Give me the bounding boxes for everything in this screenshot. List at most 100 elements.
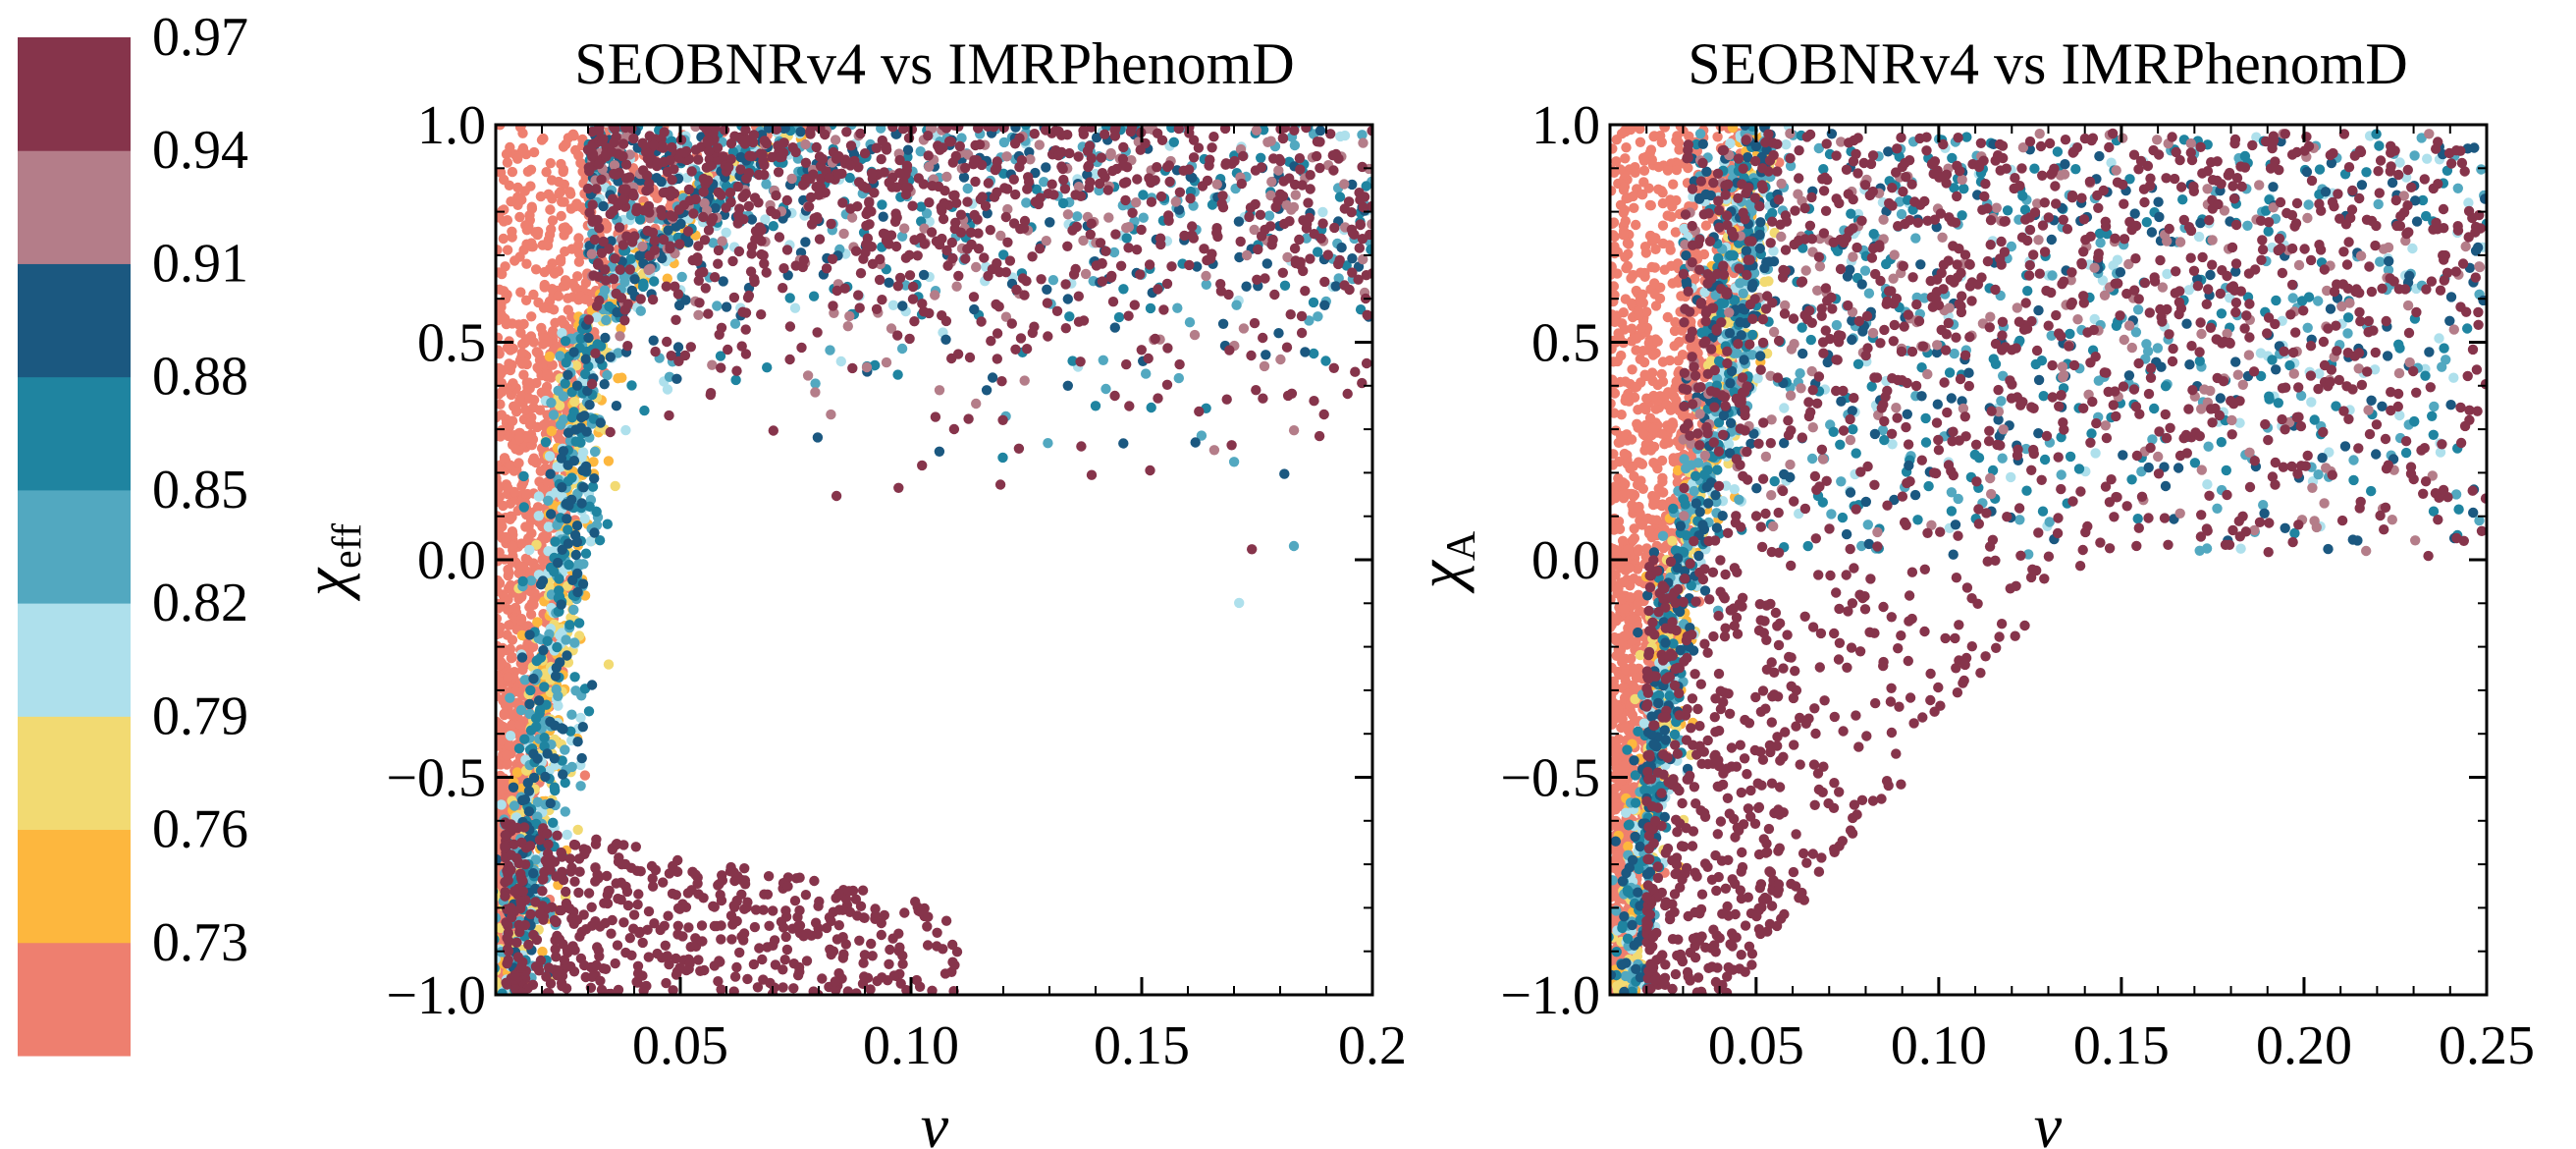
- scatter-point: [973, 244, 985, 254]
- scatter-point: [649, 276, 660, 287]
- scatter-point: [719, 125, 730, 136]
- scatter-point: [528, 641, 539, 652]
- y-tick-label: −1.0: [386, 965, 486, 1026]
- scatter-point: [1174, 187, 1186, 197]
- scatter-point: [699, 235, 711, 246]
- scatter-point: [667, 175, 677, 186]
- scatter-point: [533, 695, 545, 706]
- scatter-point: [1249, 317, 1261, 329]
- scatter-point: [521, 225, 532, 236]
- scatter-point: [619, 315, 630, 326]
- scatter-point: [757, 149, 768, 160]
- scatter-point: [632, 899, 643, 910]
- scatter-point: [569, 201, 581, 212]
- scatter-point: [845, 160, 856, 171]
- scatter-point: [594, 535, 606, 546]
- scatter-point: [591, 312, 602, 323]
- scatter-point: [537, 946, 548, 958]
- scatter-point: [643, 952, 654, 962]
- colorbar-segment: [18, 37, 131, 151]
- scatter-point: [703, 145, 715, 156]
- scatter-point: [572, 586, 583, 598]
- scatter-point: [641, 170, 653, 181]
- scatter-point: [579, 514, 590, 524]
- scatter-point: [587, 214, 599, 225]
- scatter-point: [731, 915, 742, 927]
- scatter-point: [535, 191, 547, 202]
- scatter-point: [1269, 289, 1280, 301]
- scatter-point: [788, 983, 799, 994]
- scatter-point: [712, 142, 724, 153]
- scatter-point: [757, 954, 768, 965]
- scatter-point: [710, 202, 721, 214]
- scatter-point: [545, 797, 556, 809]
- scatter-point: [1342, 388, 1353, 400]
- scatter-point: [1251, 125, 1262, 136]
- scatter-point: [960, 162, 971, 174]
- scatter-point: [1347, 267, 1358, 278]
- scatter-point: [503, 672, 513, 683]
- scatter-point: [561, 357, 571, 368]
- scatter-point: [733, 246, 745, 257]
- scatter-point: [1060, 279, 1071, 290]
- scatter-point: [770, 959, 781, 970]
- scatter-point: [562, 514, 572, 524]
- scatter-point: [668, 860, 678, 872]
- scatter-point: [878, 211, 888, 222]
- scatter-point: [567, 941, 578, 952]
- scatter-point: [742, 292, 754, 303]
- scatter-point: [1073, 291, 1085, 301]
- scatter-point: [549, 268, 561, 279]
- scatter-point: [1138, 190, 1149, 200]
- scatter-point: [503, 571, 513, 581]
- scatter-point: [736, 889, 747, 900]
- scatter-panel-chi-eff: SEOBNRv4 vs IMRPhenomD 0.05 0.10 0.15 0.2−1…: [291, 31, 1407, 1149]
- scatter-point: [507, 166, 518, 178]
- scatter-point: [718, 276, 728, 287]
- scatter-point: [544, 351, 556, 362]
- scatter-point: [1279, 125, 1290, 134]
- scatter-point: [941, 245, 952, 256]
- scatter-point: [1282, 390, 1294, 402]
- scatter-point: [713, 976, 724, 987]
- scatter-point: [1043, 438, 1053, 449]
- scatter-point: [1184, 317, 1196, 328]
- scatter-point: [1107, 297, 1119, 307]
- scatter-point: [520, 521, 531, 532]
- scatter-point: [543, 521, 555, 532]
- scatter-point: [665, 241, 675, 251]
- scatter-point: [622, 341, 633, 352]
- scatter-point: [515, 327, 526, 338]
- scatter-point: [854, 935, 865, 946]
- colorbar-tick-label: 0.82: [152, 573, 248, 633]
- scatter-point: [550, 536, 561, 547]
- scatter-point: [1288, 540, 1300, 552]
- scatter-point: [1135, 269, 1146, 280]
- scatter-point: [805, 129, 816, 139]
- scatter-point: [613, 984, 624, 995]
- scatter-point: [940, 334, 951, 345]
- scatter-point: [502, 629, 512, 640]
- scatter-point: [1097, 258, 1107, 269]
- scatter-point: [662, 273, 672, 284]
- scatter-point: [538, 302, 550, 313]
- scatter-point: [850, 246, 862, 256]
- scatter-point: [502, 875, 513, 886]
- scatter-point: [559, 955, 570, 965]
- scatter-point: [1224, 345, 1235, 356]
- scatter-point: [1277, 267, 1289, 278]
- scatter-point: [542, 635, 553, 646]
- scatter-point: [871, 142, 882, 153]
- scatter-point: [1284, 216, 1295, 227]
- scatter-point: [1241, 249, 1253, 261]
- scatter-point: [1173, 372, 1185, 384]
- scatter-point: [650, 346, 661, 357]
- scatter-point: [502, 157, 513, 168]
- scatter-point: [1322, 249, 1334, 260]
- scatter-point: [507, 415, 518, 426]
- scatter-point: [715, 351, 726, 361]
- scatter-point: [509, 800, 520, 811]
- scatter-point: [1244, 211, 1255, 223]
- scatter-point: [545, 158, 556, 169]
- scatter-point: [1146, 402, 1156, 413]
